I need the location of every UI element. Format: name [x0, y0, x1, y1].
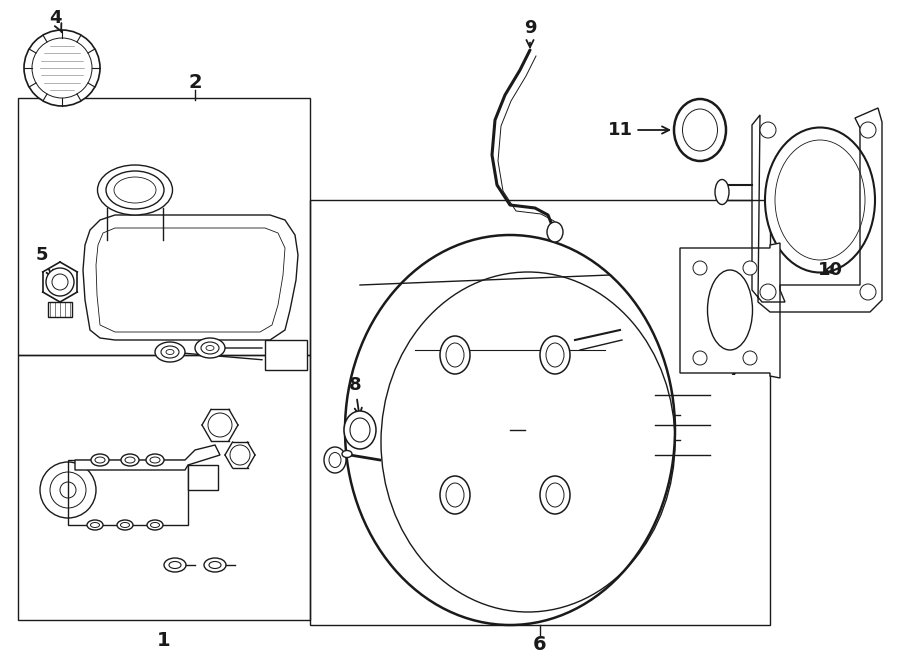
Text: 11: 11 [608, 121, 670, 139]
Ellipse shape [682, 109, 717, 151]
Ellipse shape [546, 483, 564, 507]
Ellipse shape [540, 476, 570, 514]
Ellipse shape [342, 451, 352, 457]
Ellipse shape [97, 165, 173, 215]
Polygon shape [75, 445, 220, 470]
Ellipse shape [91, 454, 109, 466]
Bar [188, 465, 218, 490]
Ellipse shape [674, 99, 726, 161]
Circle shape [46, 268, 74, 296]
Text: 8: 8 [348, 376, 362, 415]
Ellipse shape [440, 476, 470, 514]
Ellipse shape [329, 453, 341, 467]
Ellipse shape [547, 222, 563, 242]
Bar [68, 460, 188, 525]
Ellipse shape [147, 520, 163, 530]
Ellipse shape [87, 520, 103, 530]
Ellipse shape [707, 270, 752, 350]
Bar [310, 200, 770, 625]
Circle shape [24, 30, 100, 106]
Circle shape [693, 351, 707, 365]
Circle shape [860, 284, 876, 300]
Ellipse shape [324, 447, 346, 473]
Bar [48, 302, 72, 317]
Ellipse shape [195, 338, 225, 358]
Ellipse shape [546, 343, 564, 367]
Ellipse shape [169, 561, 181, 568]
Ellipse shape [206, 346, 214, 350]
Ellipse shape [440, 336, 470, 374]
Text: 1: 1 [158, 631, 171, 650]
Ellipse shape [201, 342, 219, 354]
Circle shape [743, 261, 757, 275]
Circle shape [760, 284, 776, 300]
Ellipse shape [765, 128, 875, 272]
Text: 6: 6 [533, 635, 547, 654]
Circle shape [230, 445, 250, 465]
Bar [18, 355, 310, 620]
Ellipse shape [345, 235, 675, 625]
Text: 5: 5 [36, 246, 53, 278]
Ellipse shape [166, 350, 174, 354]
Ellipse shape [155, 342, 185, 362]
Polygon shape [83, 215, 298, 340]
Ellipse shape [204, 558, 226, 572]
Circle shape [208, 413, 232, 437]
Ellipse shape [350, 418, 370, 442]
Circle shape [760, 122, 776, 138]
Text: 2: 2 [188, 73, 202, 91]
Text: 4: 4 [49, 9, 62, 32]
Bar [18, 98, 310, 355]
Bar [265, 340, 307, 370]
Ellipse shape [106, 171, 164, 209]
Text: 9: 9 [524, 19, 536, 47]
Text: 10: 10 [817, 261, 842, 279]
Ellipse shape [161, 346, 179, 358]
Ellipse shape [209, 561, 221, 568]
Text: 7: 7 [727, 315, 742, 379]
Ellipse shape [446, 343, 464, 367]
Ellipse shape [121, 454, 139, 466]
Circle shape [743, 351, 757, 365]
Ellipse shape [540, 336, 570, 374]
Ellipse shape [344, 411, 376, 449]
Text: 3: 3 [279, 347, 292, 365]
Polygon shape [680, 243, 780, 378]
Ellipse shape [715, 180, 729, 204]
Ellipse shape [117, 520, 133, 530]
Ellipse shape [446, 483, 464, 507]
Circle shape [32, 38, 92, 98]
Ellipse shape [146, 454, 164, 466]
Ellipse shape [164, 558, 186, 572]
Circle shape [860, 122, 876, 138]
Circle shape [693, 261, 707, 275]
